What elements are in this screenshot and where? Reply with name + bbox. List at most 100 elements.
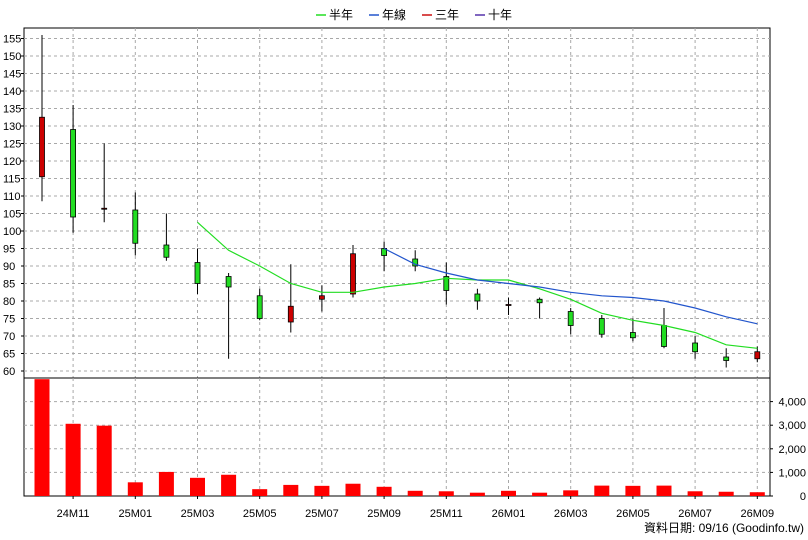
volume-bar-5 (190, 477, 205, 496)
candle-8 (287, 264, 294, 333)
candle-body-10 (350, 253, 356, 295)
price-tick-label-18: 150 (3, 51, 21, 63)
volume-bar-10 (345, 483, 361, 496)
candle-16 (536, 297, 543, 319)
legend-label-2: 三年 (435, 8, 459, 22)
x-tick-label-9: 26M05 (616, 508, 650, 520)
candle-23 (754, 346, 761, 363)
candle-body-16 (536, 298, 543, 304)
candle-body-5 (194, 262, 201, 284)
candle-7 (256, 288, 263, 321)
price-tick-label-13: 125 (3, 139, 21, 151)
volume-bar-20 (656, 485, 672, 496)
x-tick-label-4: 25M07 (305, 508, 339, 520)
candle-body-4 (163, 244, 170, 258)
legend-label-1: 年線 (382, 7, 406, 22)
candle-5 (194, 248, 201, 294)
candle-6 (225, 273, 232, 359)
price-tick-label-14: 130 (3, 121, 21, 133)
candle-body-21 (692, 342, 698, 353)
volume-tick-label-0: 0 (800, 491, 806, 503)
candle-body-14 (474, 293, 481, 302)
candle-2 (101, 143, 108, 223)
x-tick-label-1: 25M01 (118, 508, 152, 520)
candle-19 (630, 318, 636, 342)
price-tick-label-2: 70 (3, 331, 15, 343)
moving-averages (197, 221, 758, 349)
price-plot-area (23, 27, 771, 379)
source-label: 資料日期: 09/16 (Goodinfo.tw) (644, 521, 804, 535)
candle-10 (350, 245, 356, 298)
x-tick-label-10: 26M07 (678, 508, 712, 520)
x-tick-label-3: 25M05 (243, 508, 277, 520)
x-tick-label-5: 25M09 (367, 508, 401, 520)
volume-y-axis: 0 1,000 2,000 3,000 4,000 (770, 397, 806, 503)
legend-label-3: 十年 (488, 8, 512, 22)
x-axis: 24M11 25M01 25M03 25M05 25M07 25M09 25M11 26M01… (57, 496, 774, 520)
candle-14 (474, 288, 481, 310)
price-tick-label-10: 110 (3, 191, 21, 203)
volume-bar-17 (563, 490, 579, 496)
volume-bar-6 (221, 474, 237, 496)
volume-bars (34, 379, 765, 496)
volume-bar-16 (532, 492, 548, 496)
x-tick-label-8: 26M03 (554, 508, 588, 520)
candle-4 (163, 213, 170, 261)
candle-15 (505, 297, 512, 315)
price-tick-label-12: 120 (3, 156, 21, 168)
candle-body-18 (598, 318, 605, 335)
candle-body-8 (287, 305, 294, 323)
volume-bar-1 (65, 423, 81, 496)
price-tick-label-19: 155 (3, 34, 21, 46)
price-tick-label-16: 140 (3, 86, 21, 98)
volume-bar-15 (501, 490, 516, 496)
candle-22 (723, 348, 730, 368)
volume-bar-21 (687, 491, 703, 496)
candle-body-7 (256, 295, 263, 319)
candle-18 (598, 315, 605, 338)
price-tick-label-9: 105 (3, 209, 21, 221)
candle-body-3 (132, 209, 139, 244)
legend-label-0: 半年 (329, 8, 353, 22)
volume-bar-8 (283, 484, 299, 496)
price-tick-label-0: 60 (3, 366, 15, 378)
price-tick-label-1: 65 (3, 349, 15, 361)
candle-body-23 (754, 351, 761, 360)
candle-body-0 (39, 116, 45, 178)
volume-bar-11 (376, 486, 392, 496)
volume-bar-13 (438, 491, 454, 496)
volume-bar-23 (749, 492, 765, 496)
candle-body-1 (70, 129, 76, 218)
price-panel: 60 65 70 75 80 85 90 95 100 105 110 115 120 125 130 135… (3, 27, 771, 379)
volume-bar-19 (625, 485, 641, 496)
candle-body-17 (567, 311, 574, 326)
volume-grid (24, 378, 770, 496)
candle-body-13 (443, 276, 450, 291)
price-tick-label-6: 90 (3, 261, 15, 273)
price-tick-label-17: 145 (3, 69, 21, 81)
volume-bar-3 (127, 482, 143, 496)
price-tick-label-3: 75 (3, 314, 15, 326)
candle-body-6 (225, 276, 232, 288)
candle-21 (692, 336, 698, 359)
volume-tick-label-4: 4,000 (778, 397, 806, 409)
volume-plot-area (23, 377, 771, 497)
candle-body-15 (505, 304, 512, 306)
candle-17 (567, 308, 574, 335)
volume-bar-14 (469, 492, 485, 496)
candle-body-2 (101, 207, 108, 210)
volume-bar-0 (34, 379, 50, 496)
price-y-axis: 60 65 70 75 80 85 90 95 100 105 110 115 120 125 130 135… (3, 34, 24, 378)
volume-bar-4 (158, 471, 174, 496)
volume-bar-7 (252, 489, 268, 496)
volume-tick-label-2: 2,000 (778, 444, 806, 456)
ma-line-1 (383, 247, 758, 325)
candle-body-9 (318, 295, 325, 300)
candle-3 (132, 192, 139, 256)
price-tick-label-15: 135 (3, 104, 21, 116)
x-tick-label-2: 25M03 (181, 508, 215, 520)
candle-0 (39, 35, 45, 202)
volume-bar-12 (407, 490, 423, 496)
candle-body-20 (661, 325, 667, 347)
